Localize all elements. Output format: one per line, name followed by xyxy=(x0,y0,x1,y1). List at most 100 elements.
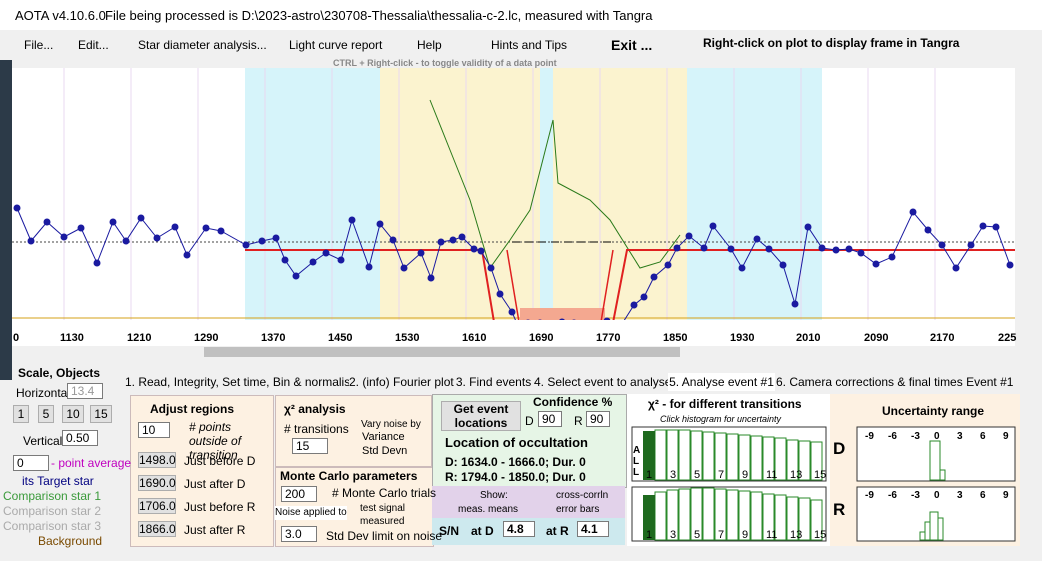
x-label: 9 xyxy=(742,529,749,541)
x-label: -6 xyxy=(888,431,897,442)
region-r xyxy=(553,68,687,320)
zoom-button[interactable]: 1 xyxy=(13,405,29,423)
x-axis-label: 2090 xyxy=(864,332,889,344)
x-label: 9 xyxy=(742,469,749,481)
dropdown[interactable]: 0 xyxy=(13,455,49,471)
object-option[interactable]: its Target star xyxy=(22,474,94,488)
spin-input: 90 xyxy=(586,411,610,427)
event-letter: R xyxy=(833,500,846,519)
event-button[interactable]: Get event locations xyxy=(441,401,521,431)
label: Confidence % xyxy=(533,395,613,409)
label: A xyxy=(633,445,641,456)
panel-title: χ² analysis xyxy=(284,402,346,416)
radio-option[interactable]: Variance xyxy=(362,431,405,443)
zoom-button[interactable]: 5 xyxy=(38,405,54,423)
desktop-strip xyxy=(0,60,12,380)
x-axis-label: 1770 xyxy=(596,332,621,344)
hist-r-best xyxy=(643,495,655,540)
x-label: 6 xyxy=(980,490,986,501)
x-label: 0 xyxy=(934,431,940,442)
object-option[interactable]: Background xyxy=(38,534,103,548)
label: Std Dev limit on noise xyxy=(326,529,443,543)
x-label: 13 xyxy=(790,469,803,481)
x-axis-label: 1450 xyxy=(328,332,353,344)
region-d xyxy=(380,68,540,320)
value-box: 4.1 xyxy=(577,521,609,537)
radio-option[interactable]: Just after R xyxy=(184,523,246,537)
x-label: -9 xyxy=(865,490,874,501)
object-option[interactable]: Comparison star 1 xyxy=(3,489,102,503)
x-axis-label: 1130 xyxy=(60,332,84,344)
radio-option[interactable]: Just before D xyxy=(184,454,256,468)
hist-r-bars xyxy=(654,487,823,541)
label: # Monte Carlo trials xyxy=(332,486,437,500)
menu-item[interactable]: Light curve report xyxy=(289,38,383,52)
checkbox-option[interactable]: cross-corrln xyxy=(556,490,609,501)
label: S/N xyxy=(439,524,460,538)
x-label: 0 xyxy=(934,490,940,501)
label: R: 1794.0 - 1850.0; Dur. 0 xyxy=(445,470,586,484)
checkbox-option[interactable]: error bars xyxy=(556,504,600,515)
radio-option[interactable]: test signal xyxy=(360,503,406,514)
label: Vary noise by xyxy=(361,419,421,430)
tab[interactable]: 4. Select event to analyse xyxy=(534,373,672,391)
x-label: 3 xyxy=(670,469,677,481)
label: Vertical xyxy=(23,434,63,448)
radio-option[interactable]: Just after D xyxy=(184,477,246,491)
x-axis-label: 1930 xyxy=(730,332,755,344)
menu-item[interactable]: Exit ... xyxy=(611,37,653,53)
x-label: 3 xyxy=(670,529,677,541)
x-label: 9 xyxy=(1003,490,1009,501)
hist-d-best xyxy=(643,431,655,480)
tab[interactable]: 3. Find events xyxy=(454,373,533,391)
frame-value: 1706.0 xyxy=(138,498,176,514)
title-bar xyxy=(0,0,1042,30)
unc-bars xyxy=(919,440,946,541)
tab[interactable]: 6. Camera corrections & final times Even… xyxy=(776,373,1014,391)
event-bottom-band xyxy=(520,308,605,322)
menu-item[interactable]: Help xyxy=(417,38,442,52)
spin-input: 15 xyxy=(292,438,328,454)
panel-title: Scale, Objects xyxy=(18,366,101,380)
tab[interactable]: 5. Analyse event #1 xyxy=(668,373,775,391)
x-axis-label: 1370 xyxy=(261,332,286,344)
menu-item[interactable]: File... xyxy=(24,38,54,52)
x-axis-label: 2010 xyxy=(796,332,821,344)
object-option[interactable]: Comparison star 3 xyxy=(3,519,102,533)
menu-item[interactable]: Hints and Tips xyxy=(491,38,568,52)
object-option[interactable]: Comparison star 2 xyxy=(3,504,102,518)
x-label: 11 xyxy=(766,469,778,481)
radio-option[interactable]: Just before R xyxy=(184,500,256,514)
label: - point average xyxy=(51,456,132,470)
label: L xyxy=(633,456,640,467)
scroll-thumb[interactable] xyxy=(204,347,680,357)
tab[interactable]: 1. Read, Integrity, Set time, Bin & norm… xyxy=(125,373,357,391)
spin-input: 200 xyxy=(281,486,317,502)
x-label: 7 xyxy=(718,469,725,481)
panel-title: Monte Carlo parameters xyxy=(280,469,418,483)
label: # points outside of transition xyxy=(189,420,242,462)
label: Click histogram for uncertainty xyxy=(660,414,782,424)
event-letter: D xyxy=(833,439,846,458)
window-title: AOTA v4.10.6.0 xyxy=(15,8,106,23)
x-axis-label: 1690 xyxy=(529,332,554,344)
spin-input: 3.0 xyxy=(281,526,317,542)
tab[interactable]: 2. (info) Fourier plot xyxy=(349,373,454,391)
checkbox-option[interactable]: meas. means xyxy=(458,504,519,515)
label: at R xyxy=(546,524,569,538)
region-before-d xyxy=(245,68,380,320)
light-curve-plot[interactable] xyxy=(12,68,1015,358)
chi2-panel xyxy=(275,395,432,467)
zoom-button[interactable]: 15 xyxy=(90,405,112,423)
zoom-button[interactable]: 10 xyxy=(62,405,84,423)
x-label: -6 xyxy=(888,490,897,501)
spin-input: 90 xyxy=(538,411,562,427)
radio-option[interactable]: Std Devn xyxy=(362,445,408,457)
menu-item[interactable]: Edit... xyxy=(78,38,109,52)
menu-item[interactable]: Star diameter analysis... xyxy=(138,38,267,52)
x-axis-label: 1530 xyxy=(395,332,420,344)
label: D: 1634.0 - 1666.0; Dur. 0 xyxy=(445,455,586,469)
radio-option[interactable]: measured xyxy=(360,516,405,527)
